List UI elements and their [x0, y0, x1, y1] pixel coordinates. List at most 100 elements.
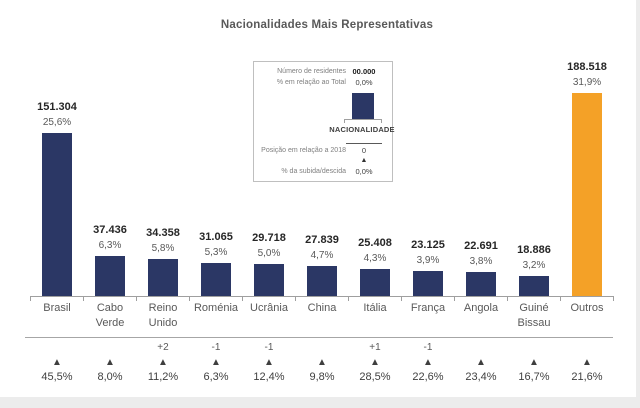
- trend-triangle-icon: ▲: [158, 357, 168, 368]
- percent-label: 3,2%: [522, 260, 546, 271]
- bar: [254, 264, 284, 296]
- category-label: Brasil: [43, 302, 71, 314]
- legend-total-value: 0,0%: [355, 78, 373, 87]
- position-change-label: -1: [211, 342, 221, 353]
- footer-separator-line: [25, 337, 613, 338]
- value-label: 37.436: [93, 224, 127, 236]
- legend-change-value: 0,0%: [355, 167, 373, 176]
- category-label: Guiné Bissau: [517, 302, 551, 329]
- legend-box: Número de residentes 00.000 % em relação…: [253, 61, 395, 182]
- trend-triangle-icon: ▲: [423, 357, 433, 368]
- percent-label: 4,7%: [310, 250, 334, 261]
- axis-tick: [295, 296, 296, 301]
- axis-tick: [560, 296, 561, 301]
- bar: [42, 133, 72, 296]
- trend-triangle-icon: ▲: [52, 357, 62, 368]
- bar-value-block: 18.886 3,2%: [504, 242, 564, 273]
- axis-tick: [348, 296, 349, 301]
- trend-triangle-icon: ▲: [317, 357, 327, 368]
- category-label: Itália: [363, 302, 387, 314]
- chart-title: Nacionalidades Mais Representativas: [220, 19, 434, 31]
- percent-label: 3,9%: [416, 255, 440, 266]
- axis-tick: [454, 296, 455, 301]
- percent-label: 25,6%: [42, 117, 72, 128]
- percent-label: 3,8%: [469, 256, 493, 267]
- legend-position-label: Posição em relação a 2018: [261, 147, 346, 154]
- percent-label: 4,3%: [363, 253, 387, 264]
- category-label: Reino Unido: [148, 302, 178, 329]
- legend-change-label: % da subida/descida: [281, 168, 346, 175]
- change-percent-label: 6,3%: [203, 371, 229, 383]
- axis-tick: [401, 296, 402, 301]
- screenshot-bottom-edge: [0, 397, 640, 408]
- category-label: França: [410, 302, 446, 314]
- change-percent-label: 23,4%: [465, 371, 497, 383]
- value-label: 18.886: [517, 244, 551, 256]
- trend-triangle-icon: ▲: [105, 357, 115, 368]
- position-change-label: -1: [264, 342, 274, 353]
- value-label: 31.065: [199, 231, 233, 243]
- trend-triangle-icon: ▲: [264, 357, 274, 368]
- legend-trend-triangle-icon: ▲: [360, 157, 368, 164]
- category-label: Angola: [463, 302, 499, 314]
- legend-position-value: 0: [361, 146, 367, 155]
- percent-label: 5,0%: [257, 248, 281, 259]
- axis-tick: [189, 296, 190, 301]
- bar-value-block: 22.691 3,8%: [451, 238, 511, 269]
- axis-tick: [30, 296, 31, 301]
- percent-label: 5,3%: [204, 247, 228, 258]
- bar-value-block: 23.125 3,9%: [398, 237, 458, 268]
- bar: [360, 269, 390, 296]
- x-axis-line: [30, 296, 614, 297]
- position-change-label: +2: [157, 342, 169, 353]
- bar: [307, 266, 337, 296]
- value-label: 27.839: [305, 234, 339, 246]
- bar: [572, 93, 602, 296]
- change-percent-label: 16,7%: [518, 371, 550, 383]
- value-label: 188.518: [567, 61, 607, 73]
- change-percent-label: 11,2%: [147, 371, 179, 383]
- trend-triangle-icon: ▲: [211, 357, 221, 368]
- percent-label: 31,9%: [572, 77, 602, 88]
- bar: [466, 272, 496, 296]
- bar-value-block: 37.436 6,3%: [80, 222, 140, 253]
- axis-tick: [242, 296, 243, 301]
- trend-triangle-icon: ▲: [370, 357, 380, 368]
- category-label: Outros: [570, 302, 604, 314]
- bar: [413, 271, 443, 296]
- bar: [148, 259, 178, 296]
- trend-triangle-icon: ▲: [529, 357, 539, 368]
- value-label: 34.358: [146, 227, 180, 239]
- axis-tick: [613, 296, 614, 301]
- bar-value-block: 31.065 5,3%: [186, 229, 246, 260]
- bar-value-block: 188.518 31,9%: [557, 59, 617, 90]
- legend-bar-label: NACIONALIDADE: [329, 125, 395, 134]
- legend-residents-value: 00.000: [352, 67, 376, 76]
- change-percent-label: 12,4%: [253, 371, 285, 383]
- percent-label: 6,3%: [98, 240, 122, 251]
- screenshot-right-edge: [636, 0, 640, 408]
- legend-total-label: % em relação ao Total: [276, 79, 346, 86]
- trend-triangle-icon: ▲: [582, 357, 592, 368]
- axis-tick: [507, 296, 508, 301]
- value-label: 23.125: [411, 239, 445, 251]
- change-percent-label: 8,0%: [97, 371, 123, 383]
- change-percent-label: 21,6%: [571, 371, 603, 383]
- legend-residents-label: Número de residentes: [277, 68, 346, 75]
- change-percent-label: 45,5%: [41, 371, 73, 383]
- bar: [95, 256, 125, 296]
- axis-tick: [83, 296, 84, 301]
- category-label: Ucrânia: [250, 302, 288, 314]
- axis-tick: [136, 296, 137, 301]
- value-label: 29.718: [252, 232, 286, 244]
- bar-value-block: 27.839 4,7%: [292, 232, 352, 263]
- position-change-label: -1: [423, 342, 433, 353]
- bar-value-block: 29.718 5,0%: [239, 230, 299, 261]
- bar: [519, 276, 549, 296]
- bar-value-block: 151.304 25,6%: [27, 99, 87, 130]
- legend-sample-axis: [344, 119, 382, 123]
- bar: [201, 263, 231, 296]
- legend-divider-line: [346, 143, 382, 144]
